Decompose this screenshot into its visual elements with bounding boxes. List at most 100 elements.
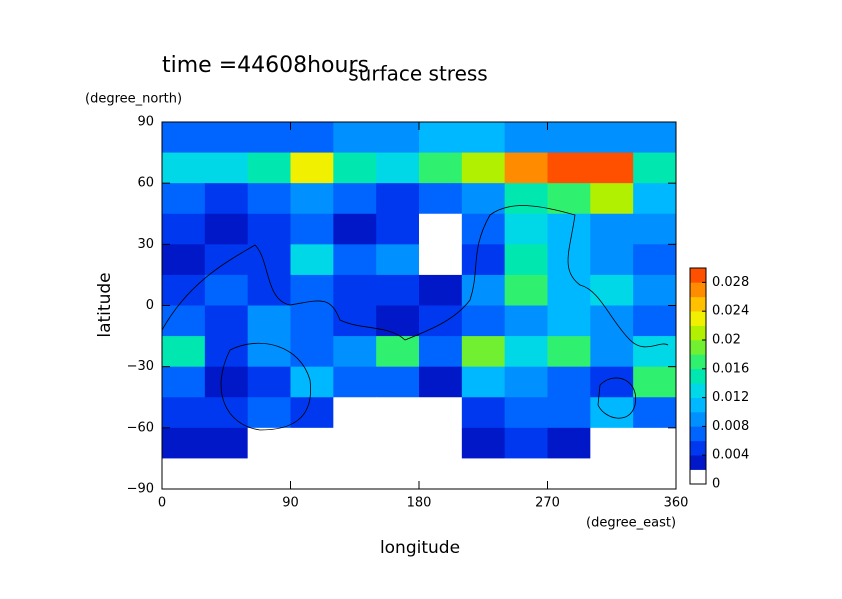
cell — [547, 397, 591, 429]
colorbar-swatch — [690, 340, 706, 355]
x-tick-label: 180 — [407, 496, 432, 511]
colorbar-swatch — [690, 469, 706, 485]
cell — [419, 183, 463, 215]
cell — [504, 458, 548, 490]
cell — [590, 427, 634, 459]
cell — [376, 122, 420, 154]
cell — [376, 427, 420, 459]
cell — [290, 183, 334, 215]
cell — [162, 213, 206, 245]
cell — [590, 152, 634, 184]
cell — [376, 213, 420, 245]
cell — [504, 366, 548, 398]
colorbar-swatch — [690, 412, 706, 427]
y-axis-label: latitude — [95, 272, 115, 337]
cell — [204, 213, 249, 245]
cell — [162, 183, 206, 215]
colorbar-tick-label: 0.008 — [712, 419, 749, 434]
colorbar-swatch — [690, 354, 706, 370]
cell — [333, 397, 377, 429]
cell — [461, 122, 506, 154]
cell — [633, 397, 677, 429]
cell — [504, 244, 548, 276]
cell — [290, 244, 334, 276]
cell — [333, 244, 377, 276]
y-tick-label: 0 — [146, 298, 154, 313]
cell — [204, 305, 249, 337]
cell — [633, 274, 677, 306]
cell — [633, 122, 677, 154]
cell — [547, 122, 591, 154]
cell — [162, 427, 206, 459]
cell — [547, 305, 591, 337]
cell — [290, 152, 334, 184]
cell — [204, 427, 249, 459]
cell — [290, 397, 334, 429]
cell — [419, 305, 463, 337]
cell — [162, 458, 206, 490]
x-tick-label: 270 — [535, 496, 560, 511]
cell — [461, 183, 506, 215]
field — [162, 122, 677, 490]
cell — [504, 274, 548, 306]
cell — [333, 122, 377, 154]
cell — [590, 305, 634, 337]
x-tick-label: 90 — [282, 496, 299, 511]
cell — [247, 397, 291, 429]
colorbar-swatch — [690, 383, 706, 398]
x-tick-label: 0 — [158, 496, 166, 511]
cell — [633, 336, 677, 368]
cell — [504, 336, 548, 368]
cell — [419, 427, 463, 459]
cell — [247, 427, 291, 459]
cell — [162, 336, 206, 368]
cell — [333, 366, 377, 398]
cell — [547, 427, 591, 459]
cell — [247, 458, 291, 490]
cell — [247, 305, 291, 337]
cell — [247, 336, 291, 368]
colorbar-swatch — [690, 440, 706, 456]
cell — [247, 122, 291, 154]
cell — [204, 336, 249, 368]
cell — [247, 213, 291, 245]
cell — [504, 183, 548, 215]
cell — [633, 152, 677, 184]
cell — [590, 122, 634, 154]
colorbar-swatch — [690, 296, 706, 312]
cell — [333, 274, 377, 306]
cell — [419, 336, 463, 368]
cell — [461, 397, 506, 429]
colorbar-swatch — [690, 368, 706, 384]
x-unit: (degree_east) — [586, 516, 676, 531]
colorbar-swatch — [690, 455, 706, 470]
cell — [290, 274, 334, 306]
cell — [247, 244, 291, 276]
cell — [633, 366, 677, 398]
cell — [333, 336, 377, 368]
colorbar-tick-label: 0.024 — [712, 304, 749, 319]
cell — [376, 397, 420, 429]
coastline — [161, 205, 669, 348]
cell — [633, 244, 677, 276]
cell — [504, 305, 548, 337]
colorbar-swatch — [690, 325, 706, 341]
cell — [590, 366, 634, 398]
cell — [376, 274, 420, 306]
cell — [419, 122, 463, 154]
cell — [376, 152, 420, 184]
cell — [633, 213, 677, 245]
cell — [461, 244, 506, 276]
cell — [162, 244, 206, 276]
cell — [461, 336, 506, 368]
colorbar-tick-label: 0.016 — [712, 361, 749, 376]
cell — [162, 397, 206, 429]
cell — [204, 244, 249, 276]
cell — [547, 183, 591, 215]
cell — [333, 183, 377, 215]
cell — [590, 336, 634, 368]
cell — [419, 152, 463, 184]
cell — [204, 274, 249, 306]
cell — [204, 458, 249, 490]
